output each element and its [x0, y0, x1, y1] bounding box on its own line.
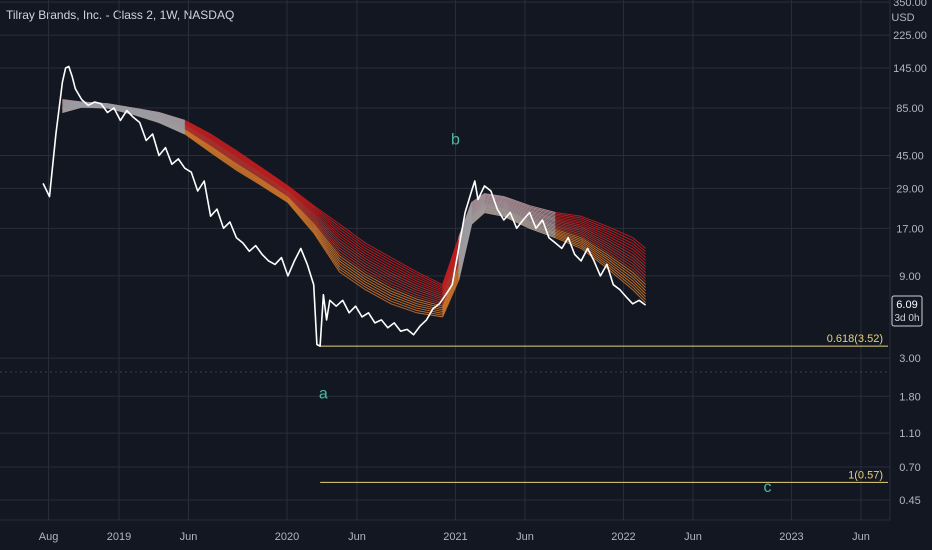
fib-level-label: 0.618(3.52)	[827, 333, 883, 345]
price-tick-label: 145.00	[893, 63, 927, 75]
price-axis: 350.00 225.00 145.00 85.00 45.00 29.00 17.00 9.…	[893, 0, 927, 507]
price-tick-label: 3.00	[899, 353, 920, 365]
ribbon-line	[62, 99, 646, 286]
price-tick-label: 1.80	[899, 391, 920, 403]
time-tick-label: Aug	[39, 531, 59, 543]
ribbon-line-neutral	[62, 103, 556, 257]
ribbon-line	[62, 100, 646, 289]
time-tick-label: 2019	[107, 531, 131, 543]
countdown: 3d 0h	[894, 313, 919, 324]
last-price: 6.09	[896, 299, 917, 311]
ribbon-line-neutral	[62, 104, 556, 264]
price-line	[42, 65, 647, 347]
currency-label: USD	[891, 12, 914, 24]
fib-level-label: 1(0.57)	[848, 469, 883, 481]
fibonacci-levels: 0.618(3.52) 1(0.57)	[320, 333, 888, 483]
moving-average-ribbon	[62, 99, 646, 318]
price-tick-label: 225.00	[893, 30, 927, 42]
ribbon-line-neutral	[62, 103, 556, 253]
wave-label-a: a	[319, 385, 328, 402]
time-tick-label: Jun	[348, 531, 366, 543]
time-tick-label: 2021	[443, 531, 467, 543]
price-tick-label: 17.00	[896, 223, 924, 235]
price-tick-label: 0.70	[899, 462, 920, 474]
time-tick-label: Jun	[684, 531, 702, 543]
price-tick-label: 0.45	[899, 495, 920, 507]
ribbon-line-neutral	[62, 105, 556, 269]
time-axis: Aug 2019 Jun 2020 Jun 2021 Jun 2022 Jun 2023 Jun	[39, 531, 870, 543]
chart-title: Tilray Brands, Inc. - Class 2, 1W, NASDA…	[6, 8, 235, 22]
ribbon-line	[62, 101, 646, 291]
time-tick-label: 2023	[779, 531, 803, 543]
grid-lines	[0, 0, 891, 521]
time-tick-label: 2022	[611, 531, 635, 543]
wave-label-c: c	[764, 479, 772, 496]
price-tick-label: 1.10	[899, 428, 920, 440]
price-series	[42, 65, 647, 347]
price-tick-label: 85.00	[896, 103, 924, 115]
last-price-badge: 6.09 3d 0h	[891, 295, 923, 327]
ribbon-line-neutral	[62, 104, 556, 260]
time-tick-label: Jun	[516, 531, 534, 543]
price-tick-label: 9.00	[899, 271, 920, 283]
wave-labels: a b c	[319, 132, 772, 496]
ribbon-line-neutral	[62, 103, 556, 255]
ribbon-line	[62, 104, 646, 304]
price-tick-label: 29.00	[896, 183, 924, 195]
ribbon-line	[62, 102, 646, 295]
ribbon-line	[62, 106, 646, 318]
ribbon-line-neutral	[62, 99, 556, 238]
time-tick-label: 2020	[275, 531, 299, 543]
ribbon-line	[62, 103, 646, 297]
time-tick-label: Jun	[852, 531, 870, 543]
ribbon-line	[62, 106, 646, 316]
time-tick-label: Jun	[180, 531, 198, 543]
wave-label-b: b	[451, 132, 460, 149]
ribbon-line	[62, 103, 646, 300]
ribbon-line-neutral	[62, 104, 556, 267]
price-tick-label: 45.00	[896, 151, 924, 163]
ribbon-line-neutral	[62, 105, 556, 274]
ribbon-line-neutral	[62, 104, 556, 262]
price-tick-label: 350.00	[893, 0, 927, 9]
